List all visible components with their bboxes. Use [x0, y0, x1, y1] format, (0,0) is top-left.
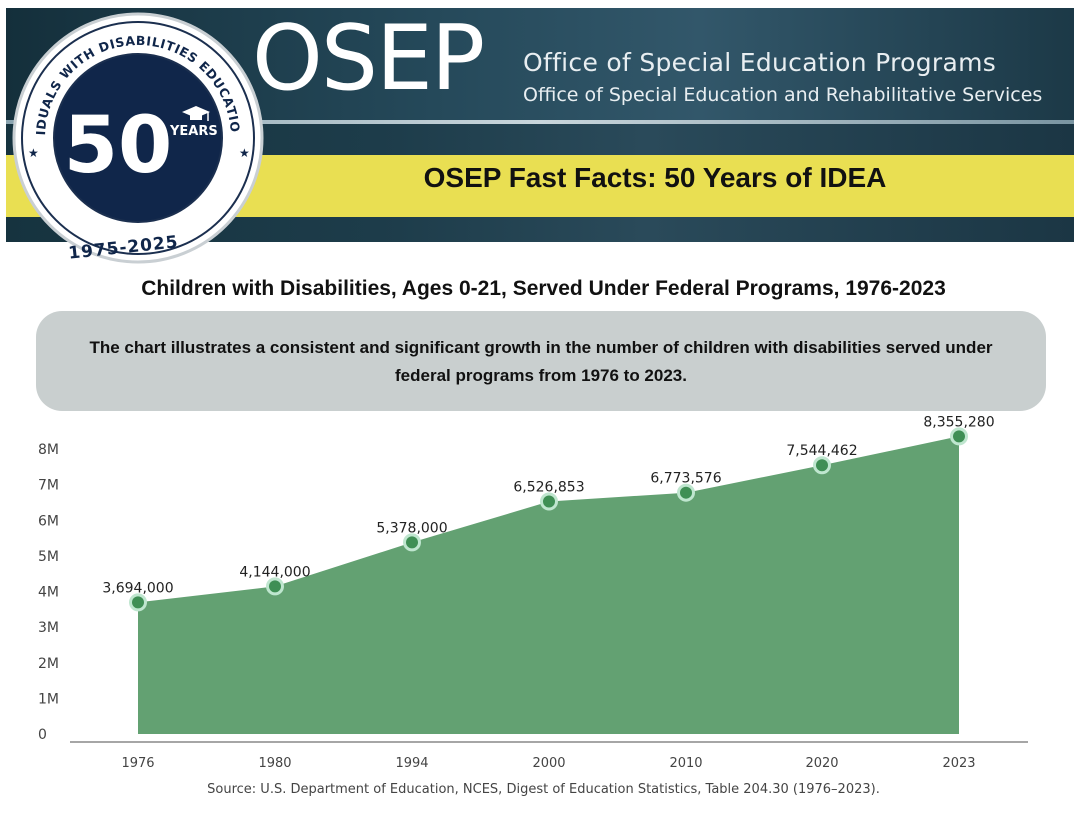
data-point: [950, 427, 968, 446]
data-labels: 3,694,000 4,144,000 5,378,000 6,526,853 6,77…: [102, 415, 994, 596]
x-tick-label: 2023: [942, 756, 975, 771]
y-tick-label: 3M: [38, 620, 59, 636]
x-tick-label: 2000: [532, 756, 565, 771]
data-point: [403, 533, 421, 552]
data-label: 8,355,280: [923, 415, 994, 430]
area-chart: 0 1M 2M 3M 4M 5M 6M 7M 8M 1976 1980 1994 2000 2010 20…: [38, 415, 1028, 771]
office-name-primary: Office of Special Education Programs: [523, 48, 997, 77]
data-point: [266, 577, 284, 596]
star-icon: ★: [28, 146, 39, 160]
data-label: 6,526,853: [513, 479, 584, 495]
data-label: 7,544,462: [786, 443, 857, 459]
y-tick-label: 6M: [38, 513, 59, 529]
fast-facts-heading: OSEP Fast Facts: 50 Years of IDEA: [423, 162, 887, 193]
y-tick-label: 0: [38, 727, 47, 743]
data-point: [129, 593, 147, 612]
office-name-secondary: Office of Special Education and Rehabili…: [523, 84, 1043, 106]
data-label: 5,378,000: [376, 520, 447, 536]
x-tick-label: 1980: [258, 756, 291, 771]
x-tick-label: 2010: [669, 756, 702, 771]
x-tick-label: 1976: [121, 756, 154, 771]
x-tick-label: 1994: [395, 756, 428, 771]
graduation-cap-icon: [182, 106, 210, 121]
data-label: 3,694,000: [102, 580, 173, 596]
data-point: [540, 492, 558, 511]
summary-box: The chart illustrates a consistent and s…: [36, 311, 1046, 411]
y-tick-label: 8M: [38, 442, 59, 458]
y-tick-label: 5M: [38, 549, 59, 565]
banner-divider: [6, 120, 1074, 124]
source-note: Source: U.S. Department of Education, NC…: [207, 782, 880, 797]
star-icon: ★: [239, 146, 250, 160]
seal-number: 50: [64, 101, 173, 191]
data-point: [813, 456, 831, 475]
data-point: [677, 483, 695, 502]
idea-50-years-seal: INDIVIDUALS WITH DISABILITIES EDUCATION …: [10, 10, 264, 264]
y-tick-label: 7M: [38, 478, 59, 494]
osep-logo-text: OSEP: [252, 6, 485, 111]
y-axis: 0 1M 2M 3M 4M 5M 6M 7M 8M: [38, 442, 59, 743]
x-tick-label: 2020: [805, 756, 838, 771]
summary-text: The chart illustrates a consistent and s…: [89, 338, 993, 385]
data-label: 4,144,000: [239, 564, 310, 580]
y-tick-label: 1M: [38, 691, 59, 707]
data-points: [129, 427, 968, 612]
seal-years: YEARS: [169, 124, 218, 139]
data-label: 6,773,576: [650, 471, 721, 487]
area-series: [138, 436, 959, 734]
x-axis: 1976 1980 1994 2000 2010 2020 2023: [121, 756, 975, 771]
chart-title: Children with Disabilities, Ages 0-21, S…: [141, 277, 946, 300]
y-tick-label: 4M: [38, 585, 59, 601]
y-tick-label: 2M: [38, 656, 59, 672]
